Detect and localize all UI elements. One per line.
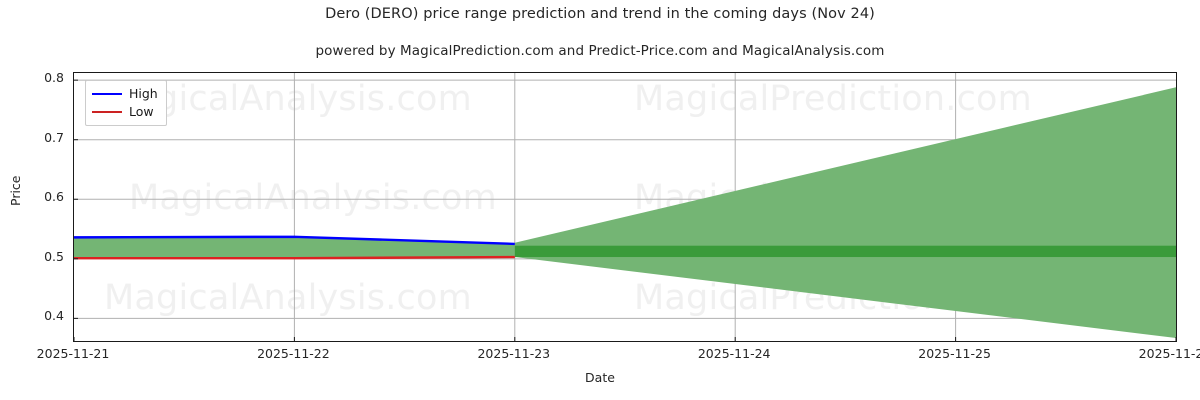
y-tick-label: 0.7 — [44, 129, 64, 145]
legend-label: High — [129, 86, 158, 101]
historical-range-band — [74, 236, 515, 259]
x-axis-label: Date — [585, 370, 615, 385]
y-tick-label: 0.4 — [44, 308, 64, 324]
chart-legend: High Low — [85, 80, 167, 126]
x-tick-label: 2025-11-21 — [36, 346, 110, 361]
y-tick-label: 0.5 — [44, 248, 64, 264]
legend-label: Low — [129, 104, 154, 119]
plot-area: MagicalAnalysis.com MagicalPrediction.com… — [73, 72, 1177, 342]
plot-canvas — [74, 73, 1176, 341]
legend-color-swatch — [92, 93, 122, 95]
forecast-trend-band — [514, 245, 1176, 258]
legend-item: Low — [92, 103, 158, 121]
y-tick-label: 0.6 — [44, 189, 64, 205]
legend-color-swatch — [92, 111, 122, 113]
y-tick-label: 0.8 — [44, 70, 64, 86]
series-line-low — [74, 255, 515, 260]
x-tick-label: 2025-11-22 — [257, 346, 330, 361]
x-tick-label: 2025-11-25 — [918, 346, 991, 361]
chart-subtitle: powered by MagicalPrediction.com and Pre… — [315, 43, 885, 59]
legend-item: High — [92, 85, 158, 103]
x-tick-label: 2025-11-26 — [1138, 346, 1200, 361]
series-line-high — [74, 235, 515, 246]
chart-title: Dero (DERO) price range prediction and t… — [325, 6, 875, 22]
x-tick-label: 2025-11-23 — [477, 346, 551, 361]
forecast-range-cone — [514, 87, 1176, 339]
x-tick-label: 2025-11-24 — [697, 346, 771, 361]
